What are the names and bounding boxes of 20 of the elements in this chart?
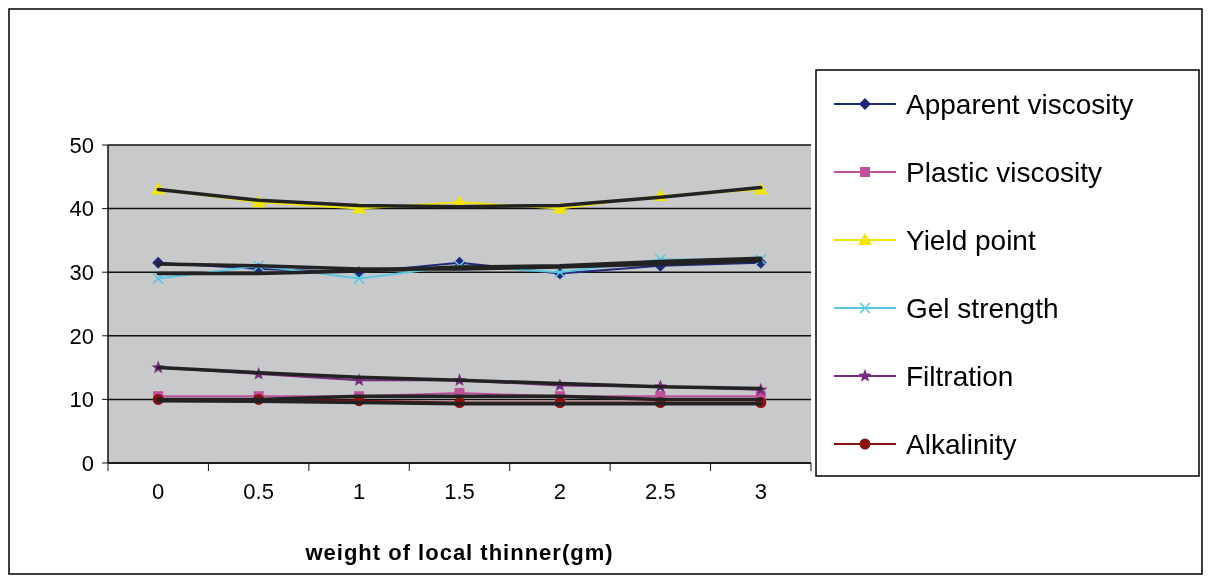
x-tick-label: 2 <box>553 479 567 504</box>
y-tick-label: 30 <box>69 259 94 285</box>
legend-label: Gel strength <box>906 292 1059 324</box>
x-tick-label: 3 <box>754 479 767 504</box>
x-tick-label: 0.5 <box>243 479 274 504</box>
legend-label: Apparent viscosity <box>906 88 1134 120</box>
x-tick-label: 1 <box>352 479 366 504</box>
legend-label: Filtration <box>906 360 1014 392</box>
x-tick-label: 1.5 <box>444 479 475 504</box>
y-tick-label: 0 <box>81 450 94 476</box>
x-tick-label: 2.5 <box>645 479 676 504</box>
y-tick-label: 20 <box>69 323 94 349</box>
y-tick-label: 50 <box>69 132 94 158</box>
y-tick-label: 40 <box>69 196 94 222</box>
x-axis-title: weight of local thinner(gm) <box>304 540 614 565</box>
y-tick-label: 10 <box>69 387 94 413</box>
legend-label: Yield point <box>906 224 1036 256</box>
legend-label: Plastic viscosity <box>906 156 1103 188</box>
x-tick-label: 0 <box>152 479 165 504</box>
legend-label: Alkalinity <box>906 428 1017 460</box>
